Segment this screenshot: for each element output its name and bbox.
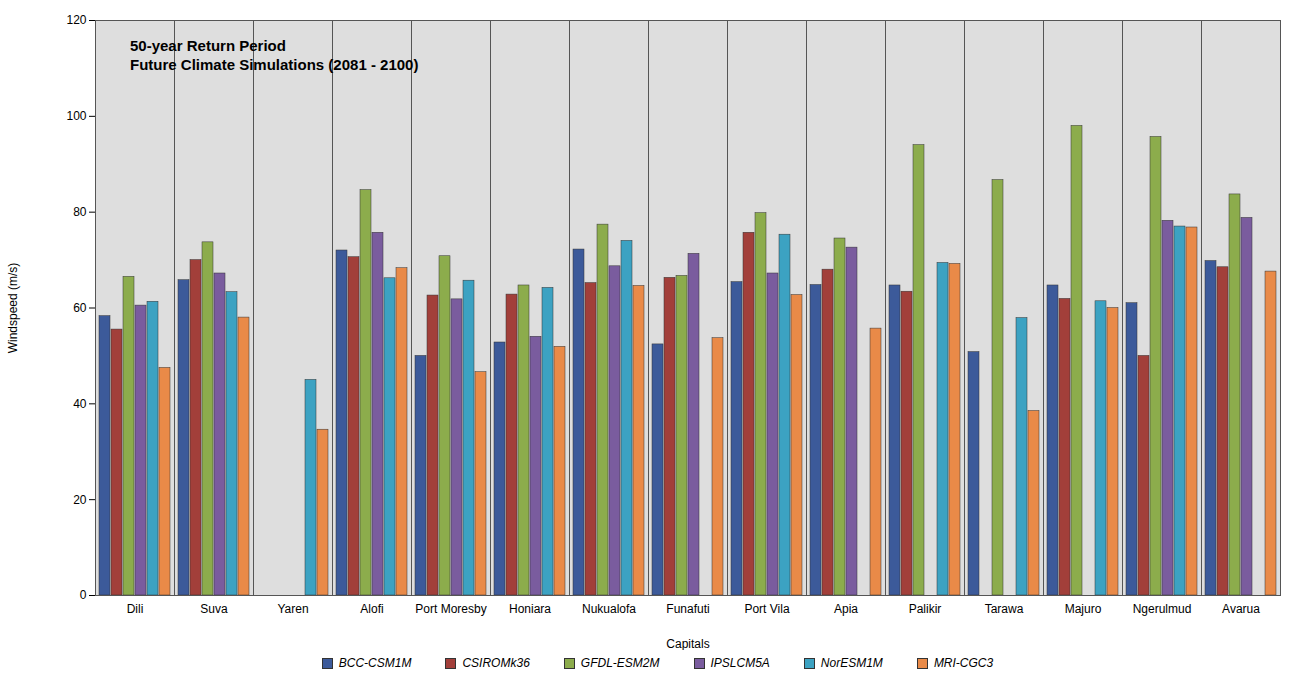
svg-text:Capitals: Capitals — [666, 637, 709, 651]
html-text:BCC-CSM1M: BCC-CSM1M — [338, 656, 412, 670]
svg-text:Yaren: Yaren — [277, 602, 308, 616]
svg-text:Suva: Suva — [200, 602, 228, 616]
html-text:NorESM1M: NorESM1M — [820, 656, 883, 670]
html-text:MRI-CGC3: MRI-CGC3 — [933, 656, 994, 670]
svg-text:120: 120 — [66, 13, 86, 27]
svg-text:Alofi: Alofi — [360, 602, 383, 616]
html-text:GFDL-ESM2M: GFDL-ESM2M — [580, 656, 660, 670]
svg-text:Majuro: Majuro — [1065, 602, 1102, 616]
svg-text:Apia: Apia — [834, 602, 858, 616]
svg-text:Dili: Dili — [127, 602, 144, 616]
html-text:CSIROMk36: CSIROMk36 — [462, 656, 530, 670]
svg-text:Port Vila: Port Vila — [744, 602, 789, 616]
svg-text:20: 20 — [73, 493, 87, 507]
svg-text:40: 40 — [73, 397, 87, 411]
svg-text:Honiara: Honiara — [509, 602, 551, 616]
svg-text:100: 100 — [66, 109, 86, 123]
svg-text:Tarawa: Tarawa — [985, 602, 1024, 616]
svg-text:80: 80 — [73, 205, 87, 219]
html-text:IPSLCM5A: IPSLCM5A — [710, 656, 770, 670]
svg-text:0: 0 — [80, 588, 87, 602]
html-text:Future Climate Simulations (20: Future Climate Simulations (2081 - 2100) — [130, 56, 419, 73]
svg-text:Palikir: Palikir — [909, 602, 942, 616]
svg-text:Port Moresby: Port Moresby — [415, 602, 486, 616]
svg-text:Funafuti: Funafuti — [666, 602, 709, 616]
svg-text:Avarua: Avarua — [1222, 602, 1260, 616]
svg-text:Windspeed (m/s): Windspeed (m/s) — [6, 263, 20, 354]
html-text:50-year Return Period: 50-year Return Period — [130, 37, 286, 54]
svg-text:Nukualofa: Nukualofa — [582, 602, 636, 616]
svg-text:Ngerulmud: Ngerulmud — [1133, 602, 1192, 616]
svg-text:60: 60 — [73, 301, 87, 315]
